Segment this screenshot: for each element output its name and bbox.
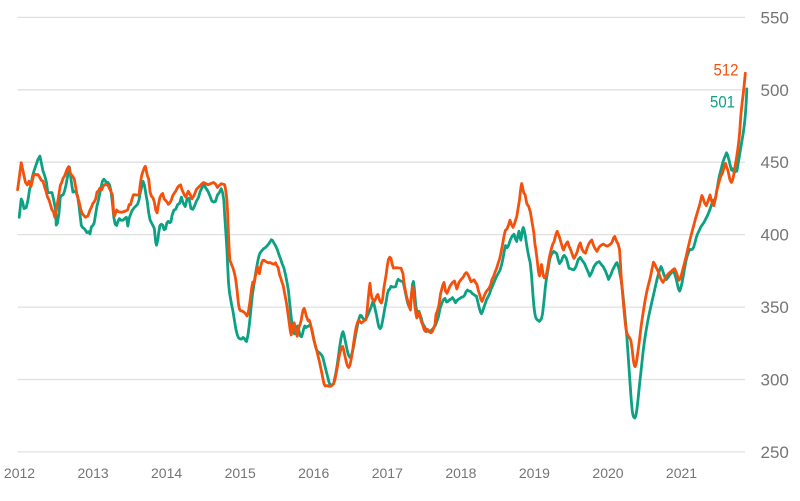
svg-text:2013: 2013 bbox=[78, 465, 109, 481]
svg-text:2020: 2020 bbox=[592, 465, 623, 481]
svg-text:550: 550 bbox=[761, 8, 789, 27]
svg-text:501: 501 bbox=[710, 93, 735, 112]
svg-text:300: 300 bbox=[761, 371, 789, 390]
svg-text:500: 500 bbox=[761, 81, 789, 100]
svg-text:450: 450 bbox=[761, 153, 789, 172]
svg-text:2021: 2021 bbox=[666, 465, 697, 481]
svg-text:2016: 2016 bbox=[298, 465, 329, 481]
svg-text:2017: 2017 bbox=[372, 465, 403, 481]
svg-text:250: 250 bbox=[761, 443, 789, 462]
svg-text:2012: 2012 bbox=[4, 465, 35, 481]
svg-text:2018: 2018 bbox=[445, 465, 476, 481]
svg-text:2014: 2014 bbox=[151, 465, 182, 481]
svg-text:2015: 2015 bbox=[225, 465, 256, 481]
svg-text:2019: 2019 bbox=[519, 465, 550, 481]
svg-text:350: 350 bbox=[761, 298, 789, 317]
svg-text:512: 512 bbox=[714, 61, 739, 80]
svg-text:400: 400 bbox=[761, 226, 789, 245]
